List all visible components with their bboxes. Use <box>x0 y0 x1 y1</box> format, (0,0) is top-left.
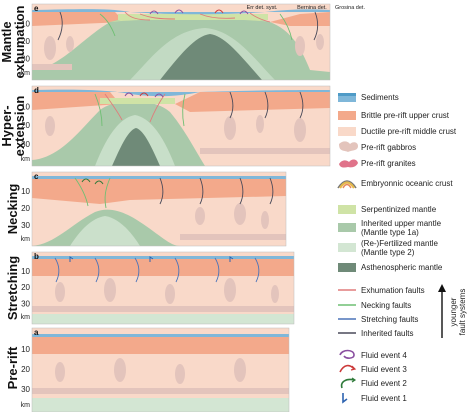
legend-item-unit: Pre-rift gabbros <box>339 141 416 152</box>
annotation-grosina-det: Grosina det. <box>335 5 365 11</box>
depth-tick: 20 <box>21 37 30 46</box>
legend-label: Fluid event 3 <box>361 365 407 374</box>
legend-label: Necking faults <box>361 301 411 310</box>
legend-label: Fluid event 4 <box>361 351 407 360</box>
depth-tick: 20 <box>21 365 30 374</box>
legend-label: Stretching faults <box>361 315 418 324</box>
depth-tick: 30 <box>21 385 30 394</box>
swatch-unit <box>338 223 356 232</box>
legend-label: Brittle pre-rift upper crust <box>361 111 450 120</box>
legend-label: Serpentinized mantle <box>361 205 437 214</box>
swatch-gabbro <box>339 141 358 152</box>
swatch-unit <box>338 243 356 252</box>
younger-label: youngerfault systems <box>449 289 467 336</box>
panel-a <box>31 327 290 412</box>
legend-item-fluid: Fluid event 3 <box>339 364 407 374</box>
stage-label-b: Stretching <box>5 256 20 320</box>
legend-label: Sediments <box>361 93 399 102</box>
legend-item-fault: Inherited faults <box>338 329 413 338</box>
depth-tick: 20 <box>21 283 30 292</box>
legend-label: Embryonnic oceanic crust <box>361 179 453 188</box>
stage-label-a: Pre-rift <box>5 346 20 389</box>
legend-item-unit: Inherited upper mantle (Mantle type 1a) <box>338 219 442 237</box>
depth-tick: 20 <box>21 204 30 213</box>
swatch-unit <box>338 263 356 272</box>
stage-label-c: Necking <box>5 184 20 235</box>
legend-item-fault: Stretching faults <box>338 315 418 324</box>
swatch-granite <box>339 159 358 168</box>
legend-item-fluid: Fluid event 1 <box>342 393 407 404</box>
depth-unit: km <box>21 156 31 163</box>
depth-unit: km <box>21 70 31 77</box>
legend-item-unit: Pre-rift granites <box>339 159 416 168</box>
legend-item-unit: (Re-)Fertilized mantle (Mantle type 2) <box>338 239 438 257</box>
legend-label: Inherited upper mantle (Mantle type 1a) <box>361 219 442 237</box>
depth-tick: 30 <box>21 55 30 64</box>
fluid-swatch <box>340 378 355 389</box>
legend-item-fluid: Fluid event 2 <box>340 377 407 389</box>
depth-unit: km <box>21 314 31 321</box>
legend-item-fault: Exhumation faults <box>338 286 425 295</box>
panel-letter-c: c <box>34 172 39 181</box>
fluid-swatch <box>342 393 348 404</box>
legend-label: Exhumation faults <box>361 286 425 295</box>
panel-letter-e: e <box>34 4 39 13</box>
fluid-swatch <box>339 349 355 359</box>
swatch-unit <box>338 205 356 214</box>
depth-tick: 10 <box>21 187 30 196</box>
annotation-bernina-det: Bernina det. <box>297 5 327 11</box>
legend-item-unit: Ductile pre-rift middle crust <box>338 127 457 136</box>
depth-tick: 30 <box>21 140 30 149</box>
legend-label: Inherited faults <box>361 329 413 338</box>
depth-tick: 10 <box>21 102 30 111</box>
fluid-swatch <box>339 364 355 373</box>
stage-label-e: Mantleexhumation <box>0 5 27 78</box>
legend-item-unit: Embryonnic oceanic crust <box>337 179 453 189</box>
legend-item-fluid: Fluid event 4 <box>339 349 407 360</box>
legend-label: Fluid event 2 <box>361 379 407 388</box>
panel-letter-b: b <box>34 252 39 261</box>
depth-unit: km <box>21 236 31 243</box>
legend-item-unit: Sediments <box>338 93 399 102</box>
panel-letter-a: a <box>34 328 39 337</box>
swatch-sediments <box>338 93 356 102</box>
depth-unit: km <box>21 402 31 409</box>
panel-d <box>31 85 331 167</box>
swatch-unit <box>338 111 356 120</box>
panel-letter-d: d <box>34 86 39 95</box>
panel-c <box>31 171 287 247</box>
depth-tick: 30 <box>21 221 30 230</box>
panel-b <box>31 251 295 325</box>
depth-tick: 30 <box>21 300 30 309</box>
depth-tick: 10 <box>21 267 30 276</box>
swatch-unit <box>338 127 356 136</box>
legend-label: (Re-)Fertilized mantle (Mantle type 2) <box>361 239 438 257</box>
legend-label: Fluid event 1 <box>361 394 407 403</box>
depth-tick: 20 <box>21 121 30 130</box>
depth-tick: 10 <box>21 20 30 29</box>
stage-label-d: Hyper-extension <box>0 96 27 157</box>
legend-label: Pre-rift gabbros <box>361 143 416 152</box>
legend-label: Pre-rift granites <box>361 159 416 168</box>
legend-label: Ductile pre-rift middle crust <box>361 127 457 136</box>
annotation-err-det: Err det. syst. <box>247 5 278 11</box>
panel-e <box>31 3 331 81</box>
legend-item-fault: Necking faults <box>338 301 411 310</box>
legend-item-unit: Asthenospheric mantle <box>338 263 443 272</box>
younger-arrow: youngerfault systems <box>438 284 467 338</box>
legend: Sediments Brittle pre-rift upper crust Duc… <box>337 93 467 404</box>
legend-item-unit: Brittle pre-rift upper crust <box>338 111 450 120</box>
legend-label: Asthenospheric mantle <box>361 263 443 272</box>
depth-tick: 10 <box>21 345 30 354</box>
swatch-oceanic-crust <box>337 180 357 189</box>
legend-item-unit: Serpentinized mantle <box>338 205 437 214</box>
